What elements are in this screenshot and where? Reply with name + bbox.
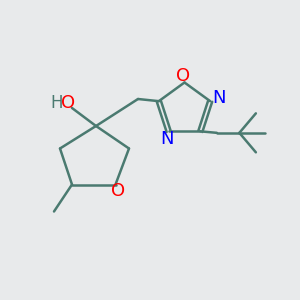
- Text: O: O: [176, 67, 190, 85]
- Text: O: O: [61, 94, 76, 112]
- Text: H: H: [50, 94, 63, 112]
- Text: O: O: [111, 182, 125, 200]
- Text: N: N: [160, 130, 174, 148]
- Text: N: N: [212, 89, 225, 107]
